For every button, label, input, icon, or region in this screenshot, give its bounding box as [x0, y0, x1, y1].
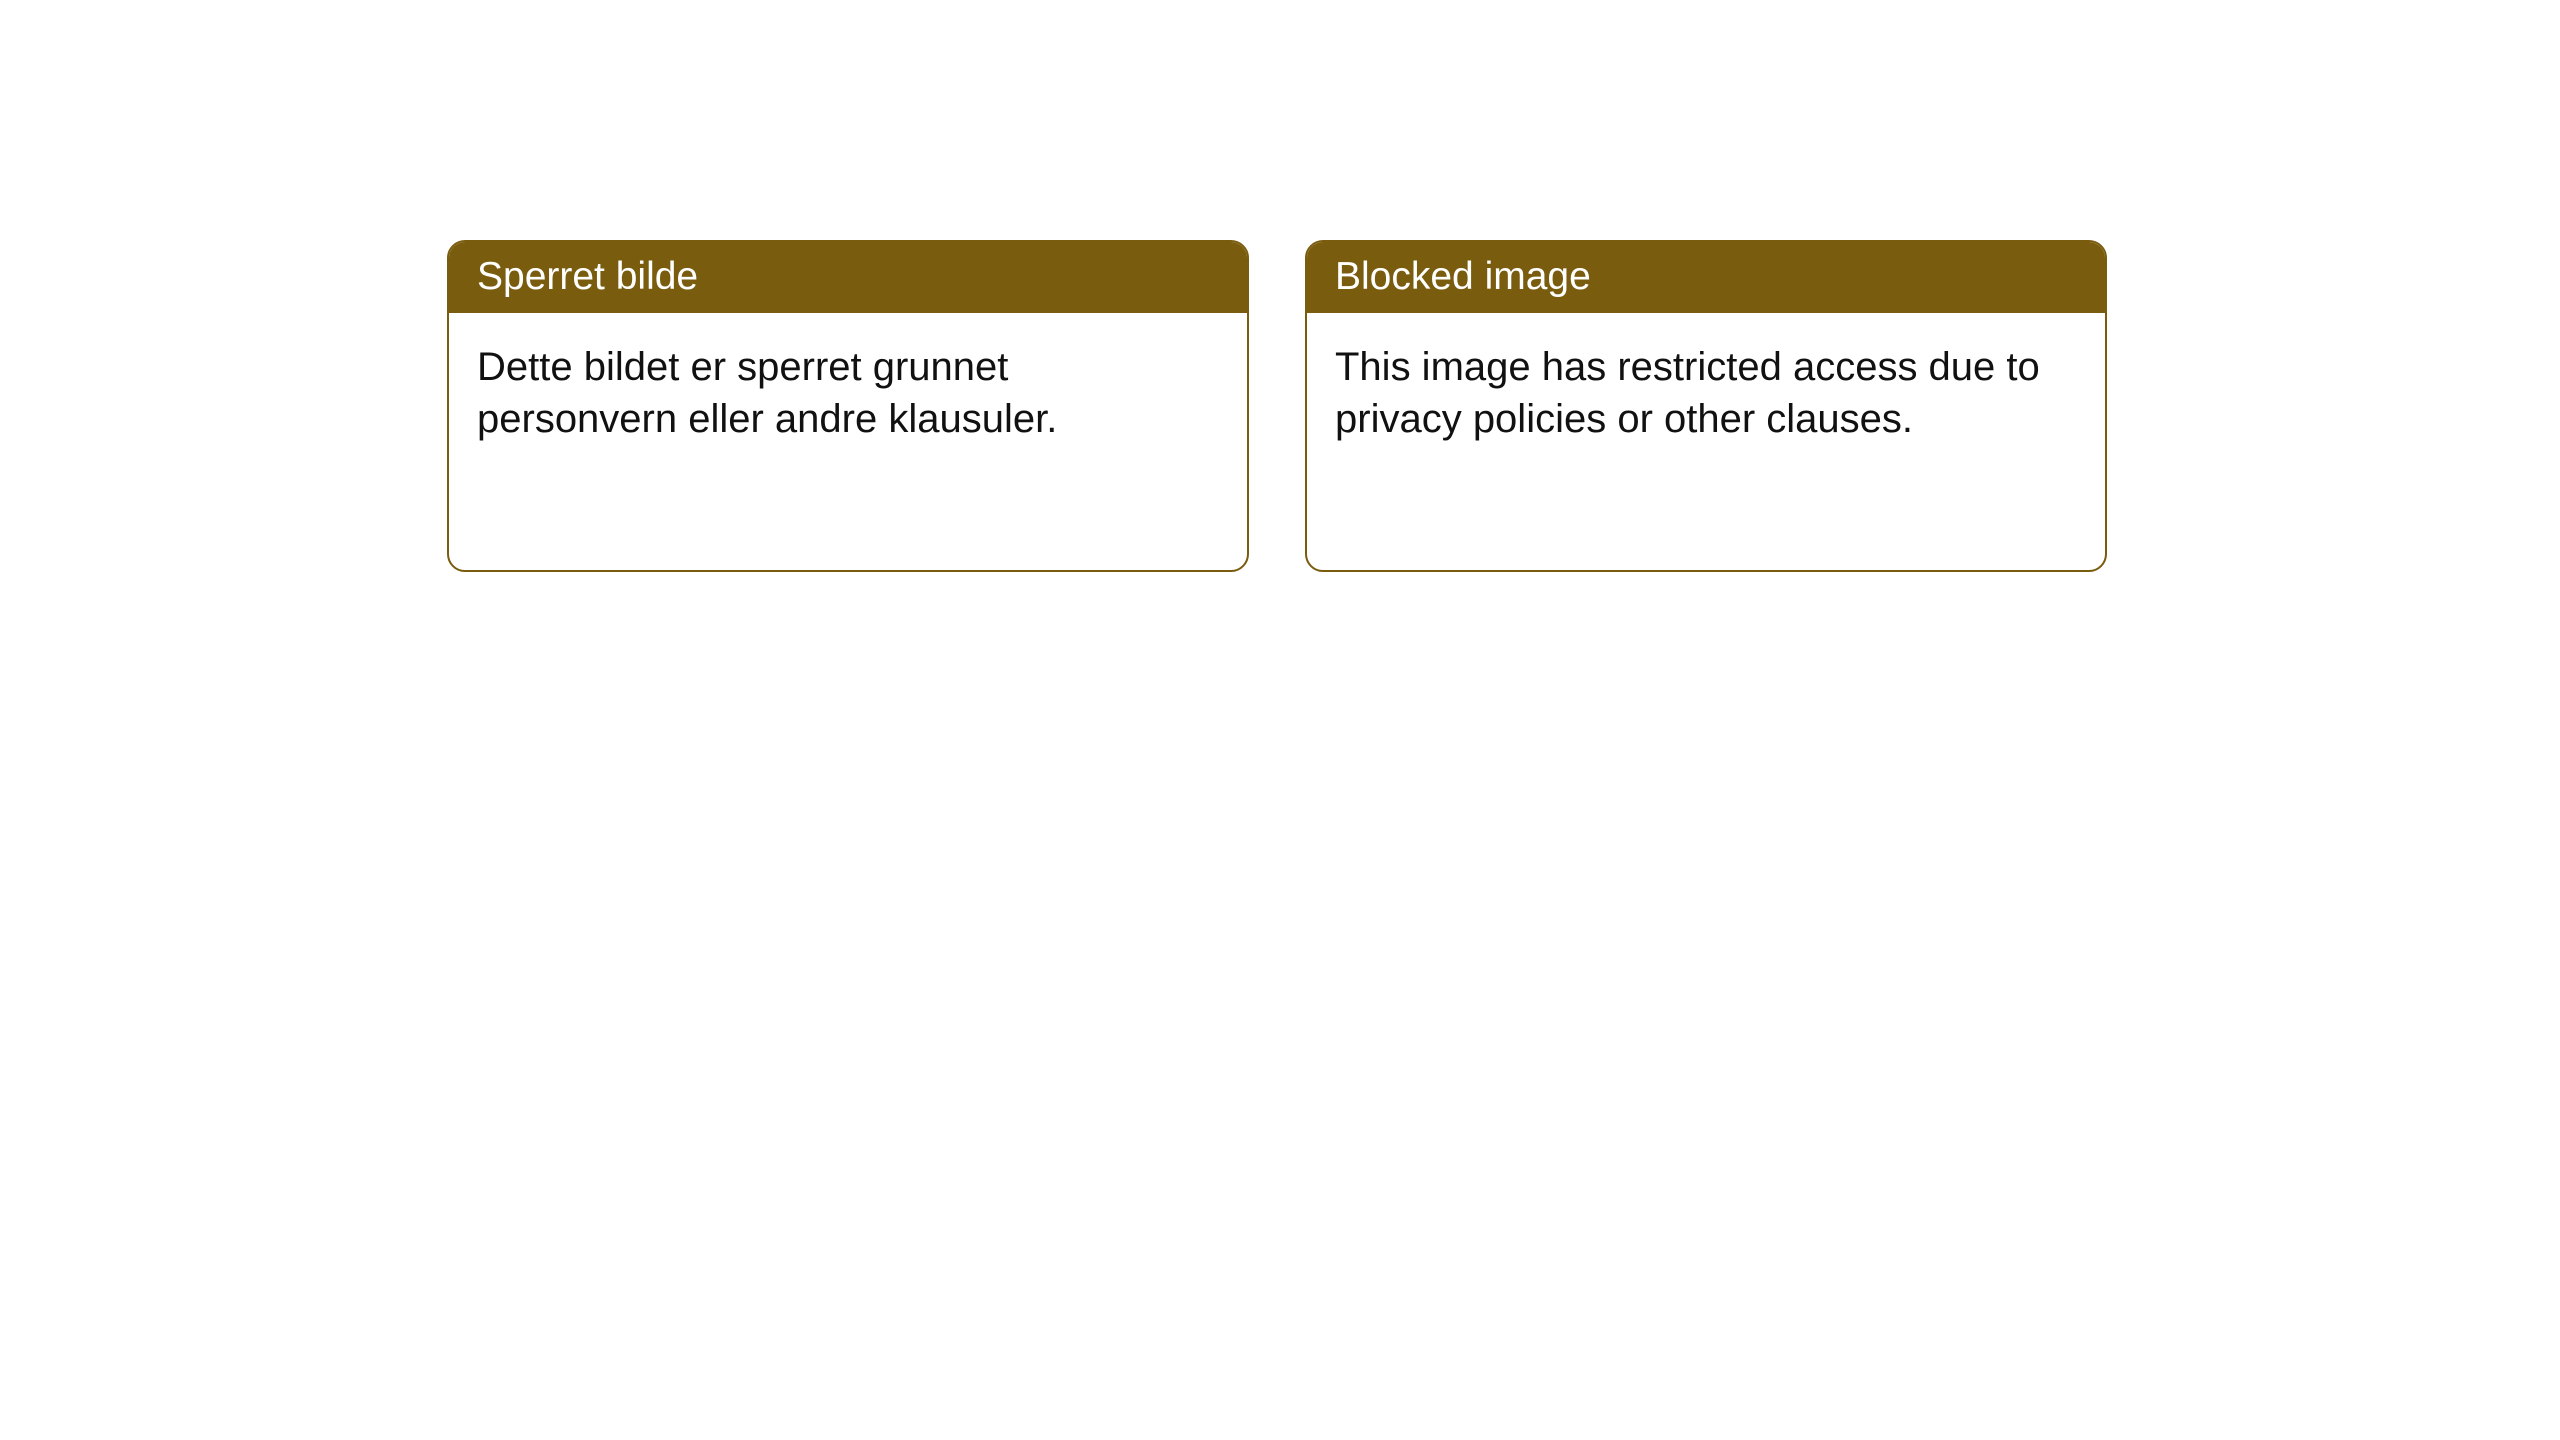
notice-container: Sperret bilde Dette bildet er sperret gr…: [447, 240, 2107, 572]
card-title: Blocked image: [1335, 255, 1591, 298]
notice-card-english: Blocked image This image has restricted …: [1305, 240, 2107, 572]
card-body-text: Dette bildet er sperret grunnet personve…: [477, 345, 1057, 441]
card-header: Sperret bilde: [449, 242, 1247, 313]
card-body: This image has restricted access due to …: [1307, 313, 2105, 473]
card-header: Blocked image: [1307, 242, 2105, 313]
card-title: Sperret bilde: [477, 255, 698, 298]
card-body: Dette bildet er sperret grunnet personve…: [449, 313, 1247, 473]
card-body-text: This image has restricted access due to …: [1335, 345, 2040, 441]
notice-card-norwegian: Sperret bilde Dette bildet er sperret gr…: [447, 240, 1249, 572]
